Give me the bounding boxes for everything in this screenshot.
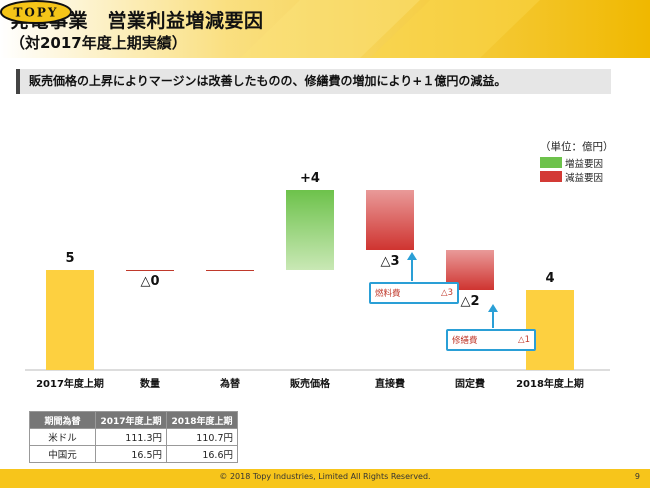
topy-logo: TOPY — [0, 0, 72, 24]
unit-label: （単位：億円） — [540, 141, 614, 153]
callout-value: △1 — [518, 335, 530, 345]
bar-4 — [366, 190, 414, 250]
header-stripes — [0, 0, 650, 58]
table-header: 2018年度上期 — [166, 411, 238, 429]
legend: 増益要因 減益要因 — [540, 156, 603, 184]
arrow-head — [407, 252, 417, 260]
legend-item-decrease: 減益要因 — [540, 170, 604, 184]
logo-text: TOPY — [14, 6, 59, 20]
copyright-text: © 2018 Topy Industries, Limited All Righ… — [219, 472, 431, 481]
table-cell: 中国元 — [29, 445, 96, 463]
legend-label: 減益要因 — [565, 172, 604, 184]
summary-banner: 販売価格の上昇によりマージンは改善したものの、修繕費の増加により+１億円の減益。 — [16, 69, 611, 94]
bar-1 — [126, 270, 174, 271]
page-subtitle: （対2017年度上期実績） — [10, 34, 187, 52]
table-header: 2017年度上期 — [95, 411, 167, 429]
value-label: △0 — [140, 274, 159, 289]
value-label: 4 — [545, 271, 554, 286]
bar-2 — [206, 270, 254, 271]
table-cell: 16.6円 — [166, 445, 238, 463]
value-label: △2 — [460, 294, 479, 309]
table-row: 米ドル 111.3円 110.7円 — [29, 428, 238, 446]
legend-swatch — [540, 171, 562, 182]
arrow-head — [488, 304, 498, 312]
category-label: 固定費 — [455, 377, 485, 390]
table-cell: 111.3円 — [95, 428, 167, 446]
header-band: 発電事業 営業利益増減要因 （対2017年度上期実績） TOPY — [0, 0, 650, 58]
category-label: 為替 — [219, 377, 241, 390]
value-label: 5 — [65, 251, 74, 266]
callout-label: 燃料費 — [375, 289, 401, 299]
table-header-row: 期間為替 2017年度上期 2018年度上期 — [29, 411, 238, 429]
legend-item-increase: 増益要因 — [540, 156, 604, 170]
bar-0 — [46, 270, 94, 370]
page-number: 9 — [634, 472, 640, 481]
table-cell: 110.7円 — [166, 428, 238, 446]
footer-bar: © 2018 Topy Industries, Limited All Righ… — [0, 469, 650, 488]
category-label: 2018年度上期 — [516, 377, 584, 390]
value-labels-group: 5 △0 +4 △3 △2 4 — [65, 171, 554, 309]
callout-value: △3 — [441, 288, 453, 298]
table-cell: 米ドル — [29, 428, 96, 446]
category-labels-group: 2017年度上期 数量 為替 販売価格 直接費 固定費 2018年度上期 — [36, 377, 584, 390]
legend-swatch — [540, 157, 562, 168]
callout-label: 修繕費 — [452, 336, 478, 346]
callout-repair: 修繕費 △1 — [446, 329, 536, 351]
value-label: △3 — [380, 254, 399, 269]
exchange-rate-table: 期間為替 2017年度上期 2018年度上期 米ドル 111.3円 110.7円… — [29, 411, 238, 463]
category-label: 2017年度上期 — [36, 377, 104, 390]
category-label: 販売価格 — [290, 377, 331, 390]
value-label: +4 — [300, 171, 320, 186]
legend-label: 増益要因 — [565, 158, 604, 170]
bar-3 — [286, 190, 334, 270]
callout-arrows — [407, 252, 498, 328]
table-row: 中国元 16.5円 16.6円 — [29, 445, 238, 463]
table-cell: 16.5円 — [95, 445, 167, 463]
callout-fuel: 燃料費 △3 — [369, 282, 459, 304]
category-label: 直接費 — [375, 377, 405, 390]
category-label: 数量 — [140, 377, 160, 390]
page-title: 発電事業 営業利益増減要因 — [10, 10, 264, 32]
table-header: 期間為替 — [29, 411, 96, 429]
